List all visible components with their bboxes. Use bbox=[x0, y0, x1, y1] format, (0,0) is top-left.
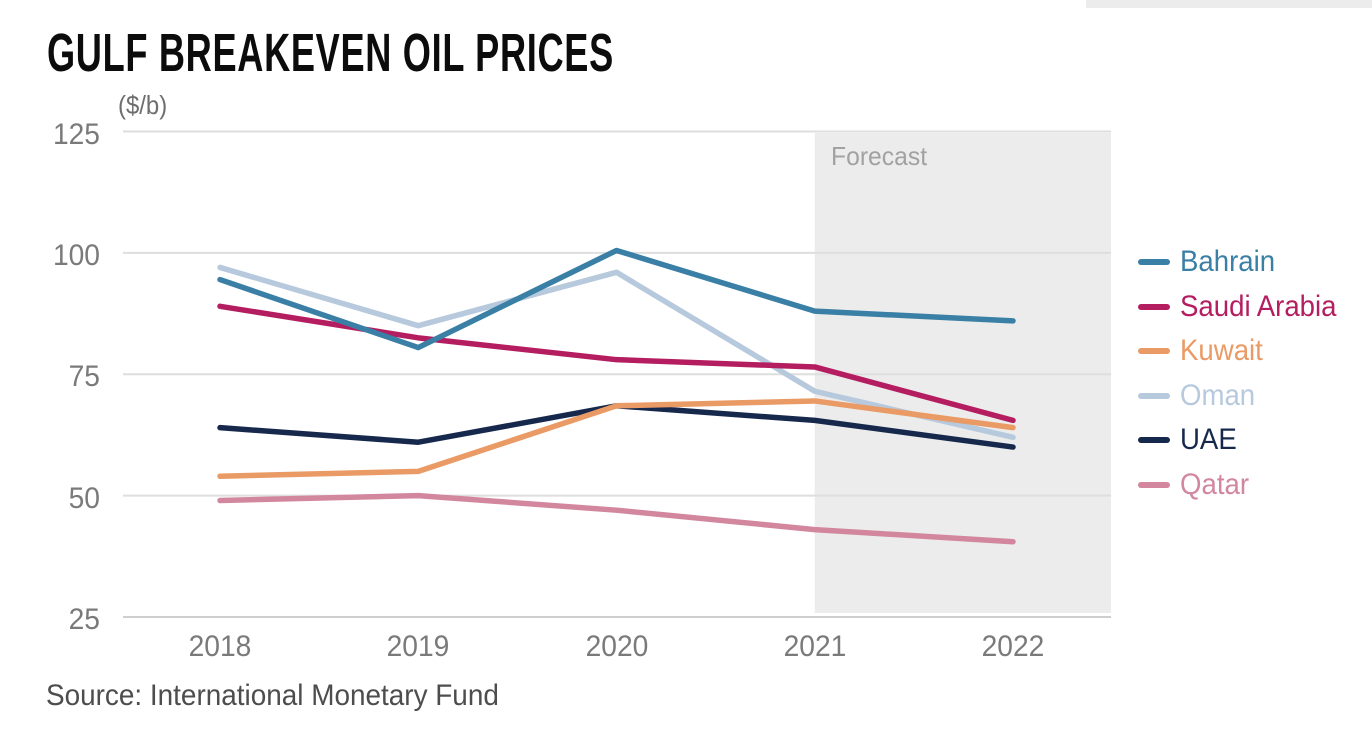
legend-item-uae: UAE bbox=[1138, 423, 1242, 456]
legend-swatch-bahrain bbox=[1138, 259, 1170, 265]
legend-item-oman: Oman bbox=[1138, 378, 1262, 412]
legend-swatch-oman bbox=[1138, 392, 1170, 399]
y-tick-label-50: 50 bbox=[68, 481, 100, 515]
legend-item-saudi-arabia: Saudi Arabia bbox=[1138, 289, 1350, 323]
legend-label-qatar: Qatar bbox=[1180, 467, 1250, 501]
x-tick-label-2021: 2021 bbox=[783, 630, 847, 663]
legend-swatch-kuwait bbox=[1138, 348, 1170, 354]
x-tick-label-2018: 2018 bbox=[188, 630, 252, 663]
legend-label-kuwait: Kuwait bbox=[1180, 334, 1263, 367]
y-tick-label-75: 75 bbox=[68, 360, 100, 394]
legend-item-kuwait: Kuwait bbox=[1138, 334, 1270, 367]
legend-item-bahrain: Bahrain bbox=[1138, 245, 1283, 278]
legend-label-saudi-arabia: Saudi Arabia bbox=[1180, 289, 1337, 323]
y-tick-label-100: 100 bbox=[52, 238, 100, 272]
y-tick-label-125: 125 bbox=[52, 117, 100, 151]
x-tick-label-2020: 2020 bbox=[585, 630, 648, 663]
legend-swatch-uae bbox=[1138, 437, 1170, 443]
top-right-gray-strip bbox=[1086, 0, 1372, 8]
series-line-qatar bbox=[217, 492, 1016, 545]
legend-item-qatar: Qatar bbox=[1138, 467, 1255, 501]
x-tick-label-2019: 2019 bbox=[386, 630, 450, 663]
series-line-kuwait bbox=[217, 398, 1016, 479]
source-attribution: Source: International Monetary Fund bbox=[46, 679, 499, 712]
forecast-label: Forecast bbox=[831, 141, 928, 171]
x-tick-label-2022: 2022 bbox=[981, 630, 1045, 663]
legend-label-uae: UAE bbox=[1180, 423, 1237, 456]
y-axis-unit-label: ($/b) bbox=[118, 90, 168, 120]
legend-swatch-saudi-arabia bbox=[1138, 303, 1170, 310]
legend-label-bahrain: Bahrain bbox=[1180, 245, 1276, 278]
chart-title: GULF BREAKEVEN OIL PRICES bbox=[47, 23, 614, 83]
series-line-bahrain bbox=[217, 247, 1016, 351]
legend-swatch-qatar bbox=[1138, 481, 1170, 488]
legend-label-oman: Oman bbox=[1180, 378, 1256, 412]
series-line-oman bbox=[217, 264, 1016, 441]
y-tick-label-25: 25 bbox=[68, 603, 100, 636]
